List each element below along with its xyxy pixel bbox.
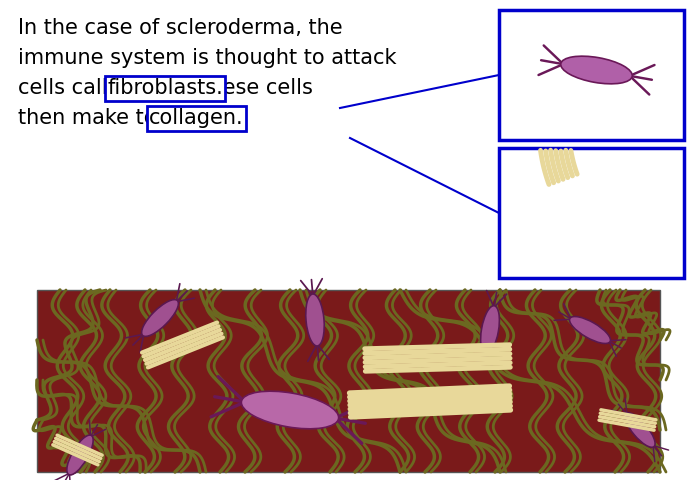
Bar [37, 290, 660, 472]
Text: collagen.: collagen. [149, 108, 244, 128]
Bar [499, 10, 684, 140]
Text: In the case of scleroderma, the: In the case of scleroderma, the [18, 18, 342, 38]
Text: cells called: cells called [18, 78, 141, 98]
Ellipse shape [141, 300, 178, 336]
Ellipse shape [625, 413, 655, 447]
Text: immune system is thought to attack: immune system is thought to attack [18, 48, 396, 68]
Ellipse shape [561, 56, 632, 84]
Ellipse shape [481, 306, 499, 354]
Text: These cells: These cells [190, 78, 313, 98]
Bar [499, 148, 684, 278]
Text: then make too much: then make too much [18, 108, 241, 128]
Ellipse shape [241, 391, 339, 429]
Ellipse shape [66, 435, 93, 475]
Text: fibroblasts.: fibroblasts. [107, 78, 223, 98]
Ellipse shape [570, 316, 610, 344]
Ellipse shape [306, 294, 324, 346]
